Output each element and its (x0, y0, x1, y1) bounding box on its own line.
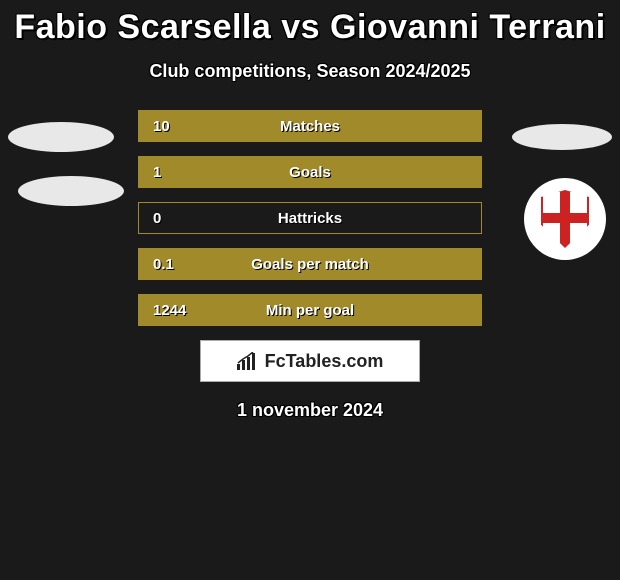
stat-value: 0.1 (139, 256, 174, 273)
page-title: Fabio Scarsella vs Giovanni Terrani (0, 8, 620, 47)
chart-icon (237, 352, 259, 370)
stat-label: Goals (289, 164, 331, 181)
stat-value: 0 (139, 210, 161, 227)
brand-label: FcTables.com (265, 351, 384, 372)
stat-row-hattricks: 0 Hattricks (138, 202, 482, 234)
shield-icon (541, 190, 589, 248)
stat-row-min-per-goal: 1244 Min per goal (138, 294, 482, 326)
stat-value: 1 (139, 164, 161, 181)
stat-label: Goals per match (251, 256, 369, 273)
stat-value: 1244 (139, 302, 186, 319)
subtitle: Club competitions, Season 2024/2025 (0, 61, 620, 82)
stat-label: Matches (280, 118, 340, 135)
stat-row-goals: 1 Goals (138, 156, 482, 188)
stats-bars: 10 Matches 1 Goals 0 Hattricks 0.1 Goals… (138, 110, 482, 326)
stat-row-matches: 10 Matches (138, 110, 482, 142)
stat-label: Hattricks (278, 210, 342, 227)
team-left-logo-placeholder-1 (8, 122, 114, 152)
stat-value: 10 (139, 118, 170, 135)
brand-box[interactable]: FcTables.com (200, 340, 420, 382)
team-right-badge (524, 178, 606, 260)
team-left-logo-placeholder-2 (18, 176, 124, 206)
team-right-logo-placeholder (512, 124, 612, 150)
stat-label: Min per goal (266, 302, 354, 319)
date-label: 1 november 2024 (0, 400, 620, 421)
stat-row-goals-per-match: 0.1 Goals per match (138, 248, 482, 280)
